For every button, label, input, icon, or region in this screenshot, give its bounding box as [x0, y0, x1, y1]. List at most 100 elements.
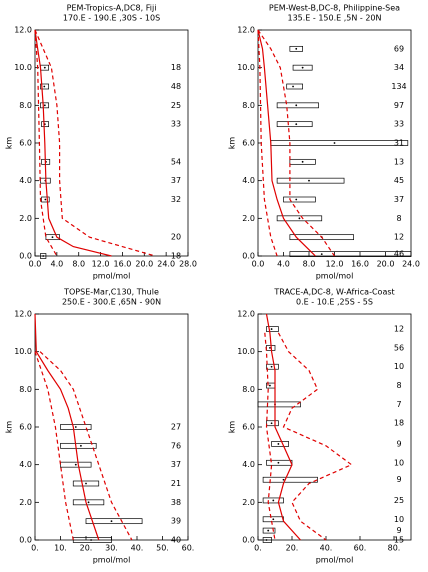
x-tick-label: 8.0 — [72, 260, 85, 269]
y-tick-label: 12.0 — [14, 26, 32, 35]
count-label: 7 — [396, 400, 401, 409]
box — [276, 177, 345, 184]
box — [276, 102, 319, 109]
profile-line — [277, 332, 353, 541]
y-tick-label: 10.0 — [14, 347, 32, 356]
x-tick-label: 40. — [320, 544, 333, 553]
y-tick-label: 0.0 — [19, 252, 32, 261]
y-tick-label: 0.0 — [19, 536, 32, 545]
y-tick-label: 0.0 — [242, 252, 255, 261]
count-label: 45 — [394, 176, 404, 185]
count-label: 37 — [171, 460, 181, 469]
x-tick-label: 12.0 — [92, 260, 110, 269]
box — [41, 196, 50, 203]
box — [266, 420, 279, 427]
median-dot — [298, 217, 301, 220]
box — [40, 253, 47, 259]
median-dot — [320, 253, 323, 256]
box — [271, 441, 289, 447]
median-dot — [265, 539, 268, 541]
median-dot — [44, 198, 47, 201]
median-dot — [282, 478, 285, 481]
chart-title: TOPSE-Mar,C130, Thule — [63, 288, 159, 297]
count-label: 25 — [171, 101, 181, 110]
y-tick-label: 4.0 — [19, 460, 32, 469]
x-axis-label: pmol/mol — [316, 272, 354, 281]
count-label: 97 — [394, 101, 404, 110]
x-axis-label: pmol/mol — [316, 556, 354, 565]
y-tick-label: 2.0 — [242, 498, 255, 507]
x-tick-label: 24.0 — [402, 260, 420, 269]
median-dot — [43, 66, 46, 69]
median-dot — [43, 85, 46, 88]
x-tick-label: 10. — [54, 544, 67, 553]
median-dot — [74, 426, 77, 428]
plot-frame — [34, 29, 189, 257]
box — [85, 518, 143, 525]
box — [292, 64, 313, 71]
median-dot — [51, 236, 54, 239]
median-dot — [269, 347, 271, 349]
count-label: 15 — [394, 536, 404, 545]
count-label: 48 — [171, 82, 181, 91]
x-tick-label: 0. — [254, 544, 262, 553]
chart-subtitle: 135.E - 150.E ,5N - 20N — [287, 14, 381, 23]
box — [60, 424, 92, 430]
y-axis-label: km — [228, 421, 237, 434]
x-tick-label: 80. — [388, 544, 401, 553]
count-label: 46 — [394, 250, 404, 259]
box — [40, 83, 50, 90]
count-label: 33 — [171, 120, 181, 129]
box — [289, 45, 303, 52]
box — [60, 461, 92, 468]
chart-subtitle: 0.E - 10.E ,25S - 5S — [296, 298, 373, 307]
y-tick-label: 8.0 — [242, 385, 255, 394]
x-tick-label: 16.0 — [351, 260, 369, 269]
count-label: 8 — [396, 381, 401, 390]
box — [262, 497, 284, 504]
profile-line — [257, 29, 278, 257]
x-tick-label: 16.0 — [114, 260, 132, 269]
profile-line — [34, 313, 100, 541]
x-tick-label: 20. — [80, 544, 93, 553]
count-label: 18 — [394, 419, 404, 428]
y-tick-label: 6.0 — [242, 139, 255, 148]
x-tick-label: 20. — [286, 544, 299, 553]
median-dot — [295, 123, 298, 126]
y-tick-label: 10.0 — [14, 63, 32, 72]
median-dot — [43, 104, 46, 107]
profile-line — [34, 29, 58, 257]
count-label: 40 — [171, 536, 181, 545]
count-label: 13 — [394, 157, 404, 166]
x-tick-label: 4.0 — [277, 260, 290, 269]
count-label: 9 — [396, 475, 401, 484]
y-tick-label: 12.0 — [237, 310, 255, 319]
plot-frame — [34, 313, 189, 541]
count-label: 32 — [171, 195, 181, 204]
profile-line — [264, 332, 276, 541]
count-label: 12 — [394, 233, 404, 242]
x-tick-label: 0.0 — [252, 260, 265, 269]
x-tick-label: 24.0 — [157, 260, 175, 269]
median-dot — [80, 444, 82, 447]
x-tick-label: 8.0 — [303, 260, 316, 269]
y-axis-label: km — [5, 137, 14, 150]
chart-title: PEM-West-B,DC-8, Philippine-Sea — [269, 4, 400, 13]
median-dot — [270, 328, 273, 330]
count-label: 12 — [394, 325, 404, 334]
profile-line — [265, 313, 301, 541]
profile-line — [257, 29, 335, 257]
box — [289, 158, 316, 165]
chart-title: PEM-Tropics-A,DC8, Fiji — [67, 4, 157, 13]
median-dot — [74, 463, 77, 466]
profile-line — [34, 29, 112, 257]
median-dot — [308, 179, 310, 182]
box — [289, 251, 412, 257]
x-tick-label: 60. — [182, 544, 195, 553]
median-dot — [85, 482, 87, 485]
median-dot — [277, 443, 280, 445]
x-tick-label: 20.0 — [377, 260, 395, 269]
count-label: 54 — [171, 157, 181, 166]
count-label: 10 — [394, 362, 404, 371]
